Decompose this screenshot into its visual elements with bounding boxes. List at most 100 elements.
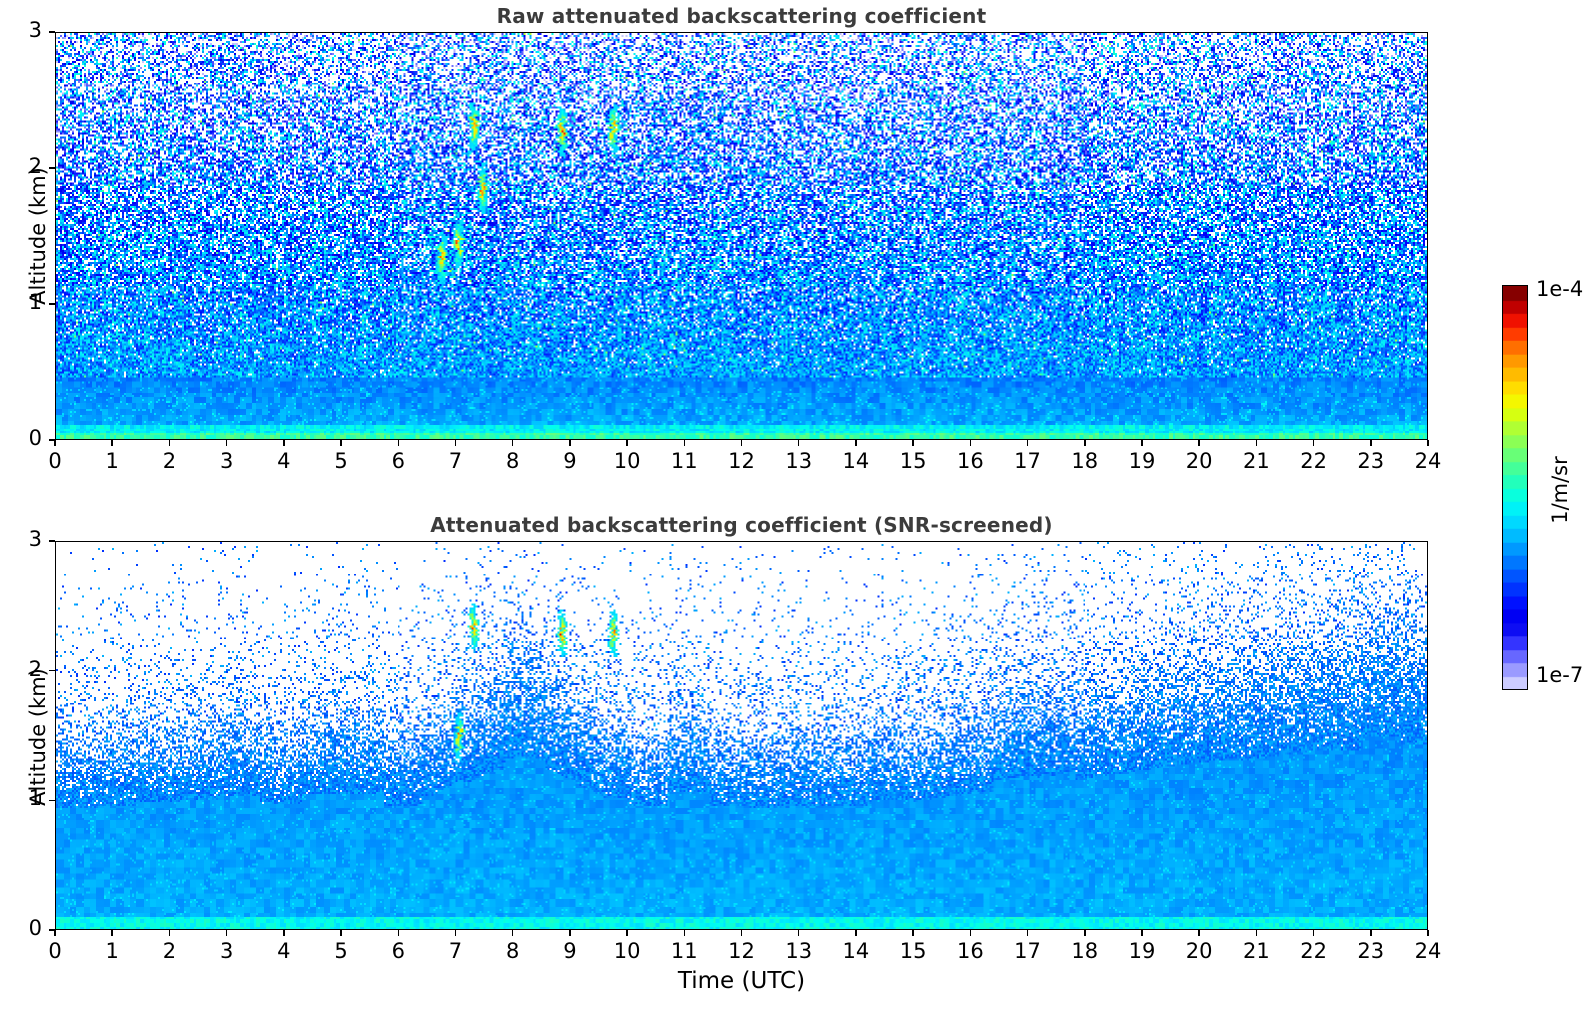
- x-tick-label-7: 7: [448, 449, 463, 473]
- x-tick-mark: [912, 440, 914, 446]
- x-tick-mark: [1198, 930, 1200, 936]
- x-tick-mark: [683, 930, 686, 936]
- x-tick-label-12: 12: [728, 449, 755, 473]
- x-tick-mark: [912, 930, 914, 936]
- x-tick-label-8: 8: [505, 449, 520, 473]
- y-tick-mark: [49, 929, 55, 931]
- x-tick-mark: [111, 440, 113, 446]
- x-tick-mark: [340, 930, 342, 936]
- x-tick-mark: [1427, 440, 1429, 446]
- bottom-panel-title: Attenuated backscattering coefficient (S…: [430, 513, 1053, 537]
- x-tick-label-23: 23: [1357, 449, 1385, 473]
- x-tick-mark: [1370, 930, 1372, 936]
- x-tick-mark: [797, 930, 800, 936]
- x-tick-mark: [855, 440, 857, 446]
- x-tick-mark: [397, 440, 399, 446]
- x-tick-label-12: 12: [728, 939, 755, 963]
- x-tick-label-10: 10: [613, 449, 641, 473]
- x-tick-mark: [225, 440, 228, 446]
- x-tick-mark: [797, 440, 800, 446]
- x-tick-mark: [511, 930, 514, 936]
- x-tick-mark: [511, 440, 514, 446]
- x-tick-label-22: 22: [1300, 939, 1327, 963]
- y-tick-mark: [49, 31, 55, 33]
- x-tick-mark: [740, 930, 743, 936]
- x-tick-label-13: 13: [785, 449, 813, 473]
- x-tick-label-11: 11: [670, 939, 698, 963]
- x-tick-label-16: 16: [956, 939, 984, 963]
- x-tick-mark: [454, 440, 457, 446]
- screened-backscatter-plot: [55, 541, 1428, 930]
- x-tick-mark: [1141, 440, 1143, 446]
- x-tick-label-16: 16: [956, 449, 984, 473]
- x-tick-mark: [283, 440, 285, 446]
- colorbar-axis-title: 1/m/sr: [1548, 456, 1572, 524]
- x-tick-mark: [626, 440, 628, 446]
- x-tick-mark: [1198, 440, 1200, 446]
- x-tick-mark: [1084, 930, 1086, 936]
- x-tick-mark: [454, 930, 457, 936]
- y-tick-mark: [49, 799, 55, 802]
- x-tick-label-21: 21: [1243, 449, 1270, 473]
- x-tick-label-13: 13: [785, 939, 813, 963]
- x-tick-mark: [626, 930, 628, 936]
- colorbar-gradient-canvas: [1503, 286, 1527, 689]
- x-tick-label-14: 14: [842, 449, 870, 473]
- x-tick-label-20: 20: [1185, 449, 1213, 473]
- x-tick-mark: [168, 930, 171, 936]
- x-tick-mark: [1370, 440, 1372, 446]
- x-tick-label-24: 24: [1414, 449, 1442, 473]
- x-tick-mark: [569, 930, 571, 936]
- x-tick-label-17: 17: [1014, 449, 1041, 473]
- y-tick-mark: [49, 669, 55, 672]
- x-tick-label-10: 10: [613, 939, 641, 963]
- x-tick-mark: [1312, 930, 1315, 936]
- x-tick-label-9: 9: [563, 449, 577, 473]
- x-tick-label-7: 7: [448, 939, 463, 963]
- x-tick-mark: [740, 440, 743, 446]
- x-tick-mark: [1026, 930, 1029, 936]
- colorbar: [1502, 285, 1528, 690]
- y-tick-label-0: 0: [28, 916, 42, 940]
- x-tick-mark: [54, 930, 56, 936]
- x-tick-label-6: 6: [391, 939, 405, 963]
- x-tick-mark: [1255, 930, 1258, 936]
- x-tick-label-23: 23: [1357, 939, 1385, 963]
- x-tick-mark: [969, 440, 972, 446]
- x-tick-mark: [397, 930, 399, 936]
- y-tick-label-1: 1: [28, 786, 42, 811]
- x-tick-mark: [683, 440, 686, 446]
- x-tick-label-4: 4: [277, 939, 291, 963]
- x-tick-label-6: 6: [391, 449, 405, 473]
- x-tick-mark: [54, 440, 56, 446]
- x-tick-label-14: 14: [842, 939, 870, 963]
- x-tick-label-22: 22: [1300, 449, 1327, 473]
- y-tick-mark: [49, 167, 55, 169]
- x-tick-label-17: 17: [1014, 939, 1041, 963]
- x-tick-label-8: 8: [505, 939, 520, 963]
- x-tick-label-15: 15: [899, 939, 927, 963]
- x-tick-label-4: 4: [277, 449, 291, 473]
- y-tick-mark: [49, 540, 55, 542]
- y-tick-label-3: 3: [28, 18, 42, 42]
- x-tick-mark: [969, 930, 972, 936]
- x-tick-label-19: 19: [1128, 939, 1156, 963]
- x-tick-mark: [855, 930, 857, 936]
- x-tick-mark: [340, 440, 342, 446]
- y-tick-label-1: 1: [28, 290, 42, 314]
- x-tick-mark: [1427, 930, 1429, 936]
- x-tick-label-3: 3: [219, 449, 234, 473]
- x-tick-label-0: 0: [48, 939, 62, 963]
- x-tick-label-20: 20: [1185, 939, 1213, 963]
- x-tick-mark: [1026, 440, 1029, 446]
- top-panel-title: Raw attenuated backscattering coefficien…: [496, 4, 987, 28]
- x-tick-label-2: 2: [162, 449, 177, 473]
- time-axis-label: Time (UTC): [677, 968, 806, 994]
- y-tick-label-2: 2: [28, 656, 42, 681]
- x-tick-label-5: 5: [334, 939, 348, 963]
- x-tick-label-0: 0: [48, 449, 62, 473]
- x-tick-label-15: 15: [899, 449, 927, 473]
- x-tick-label-19: 19: [1128, 449, 1156, 473]
- screened-backscatter-heatmap-canvas: [56, 542, 1427, 929]
- x-tick-label-24: 24: [1414, 939, 1442, 963]
